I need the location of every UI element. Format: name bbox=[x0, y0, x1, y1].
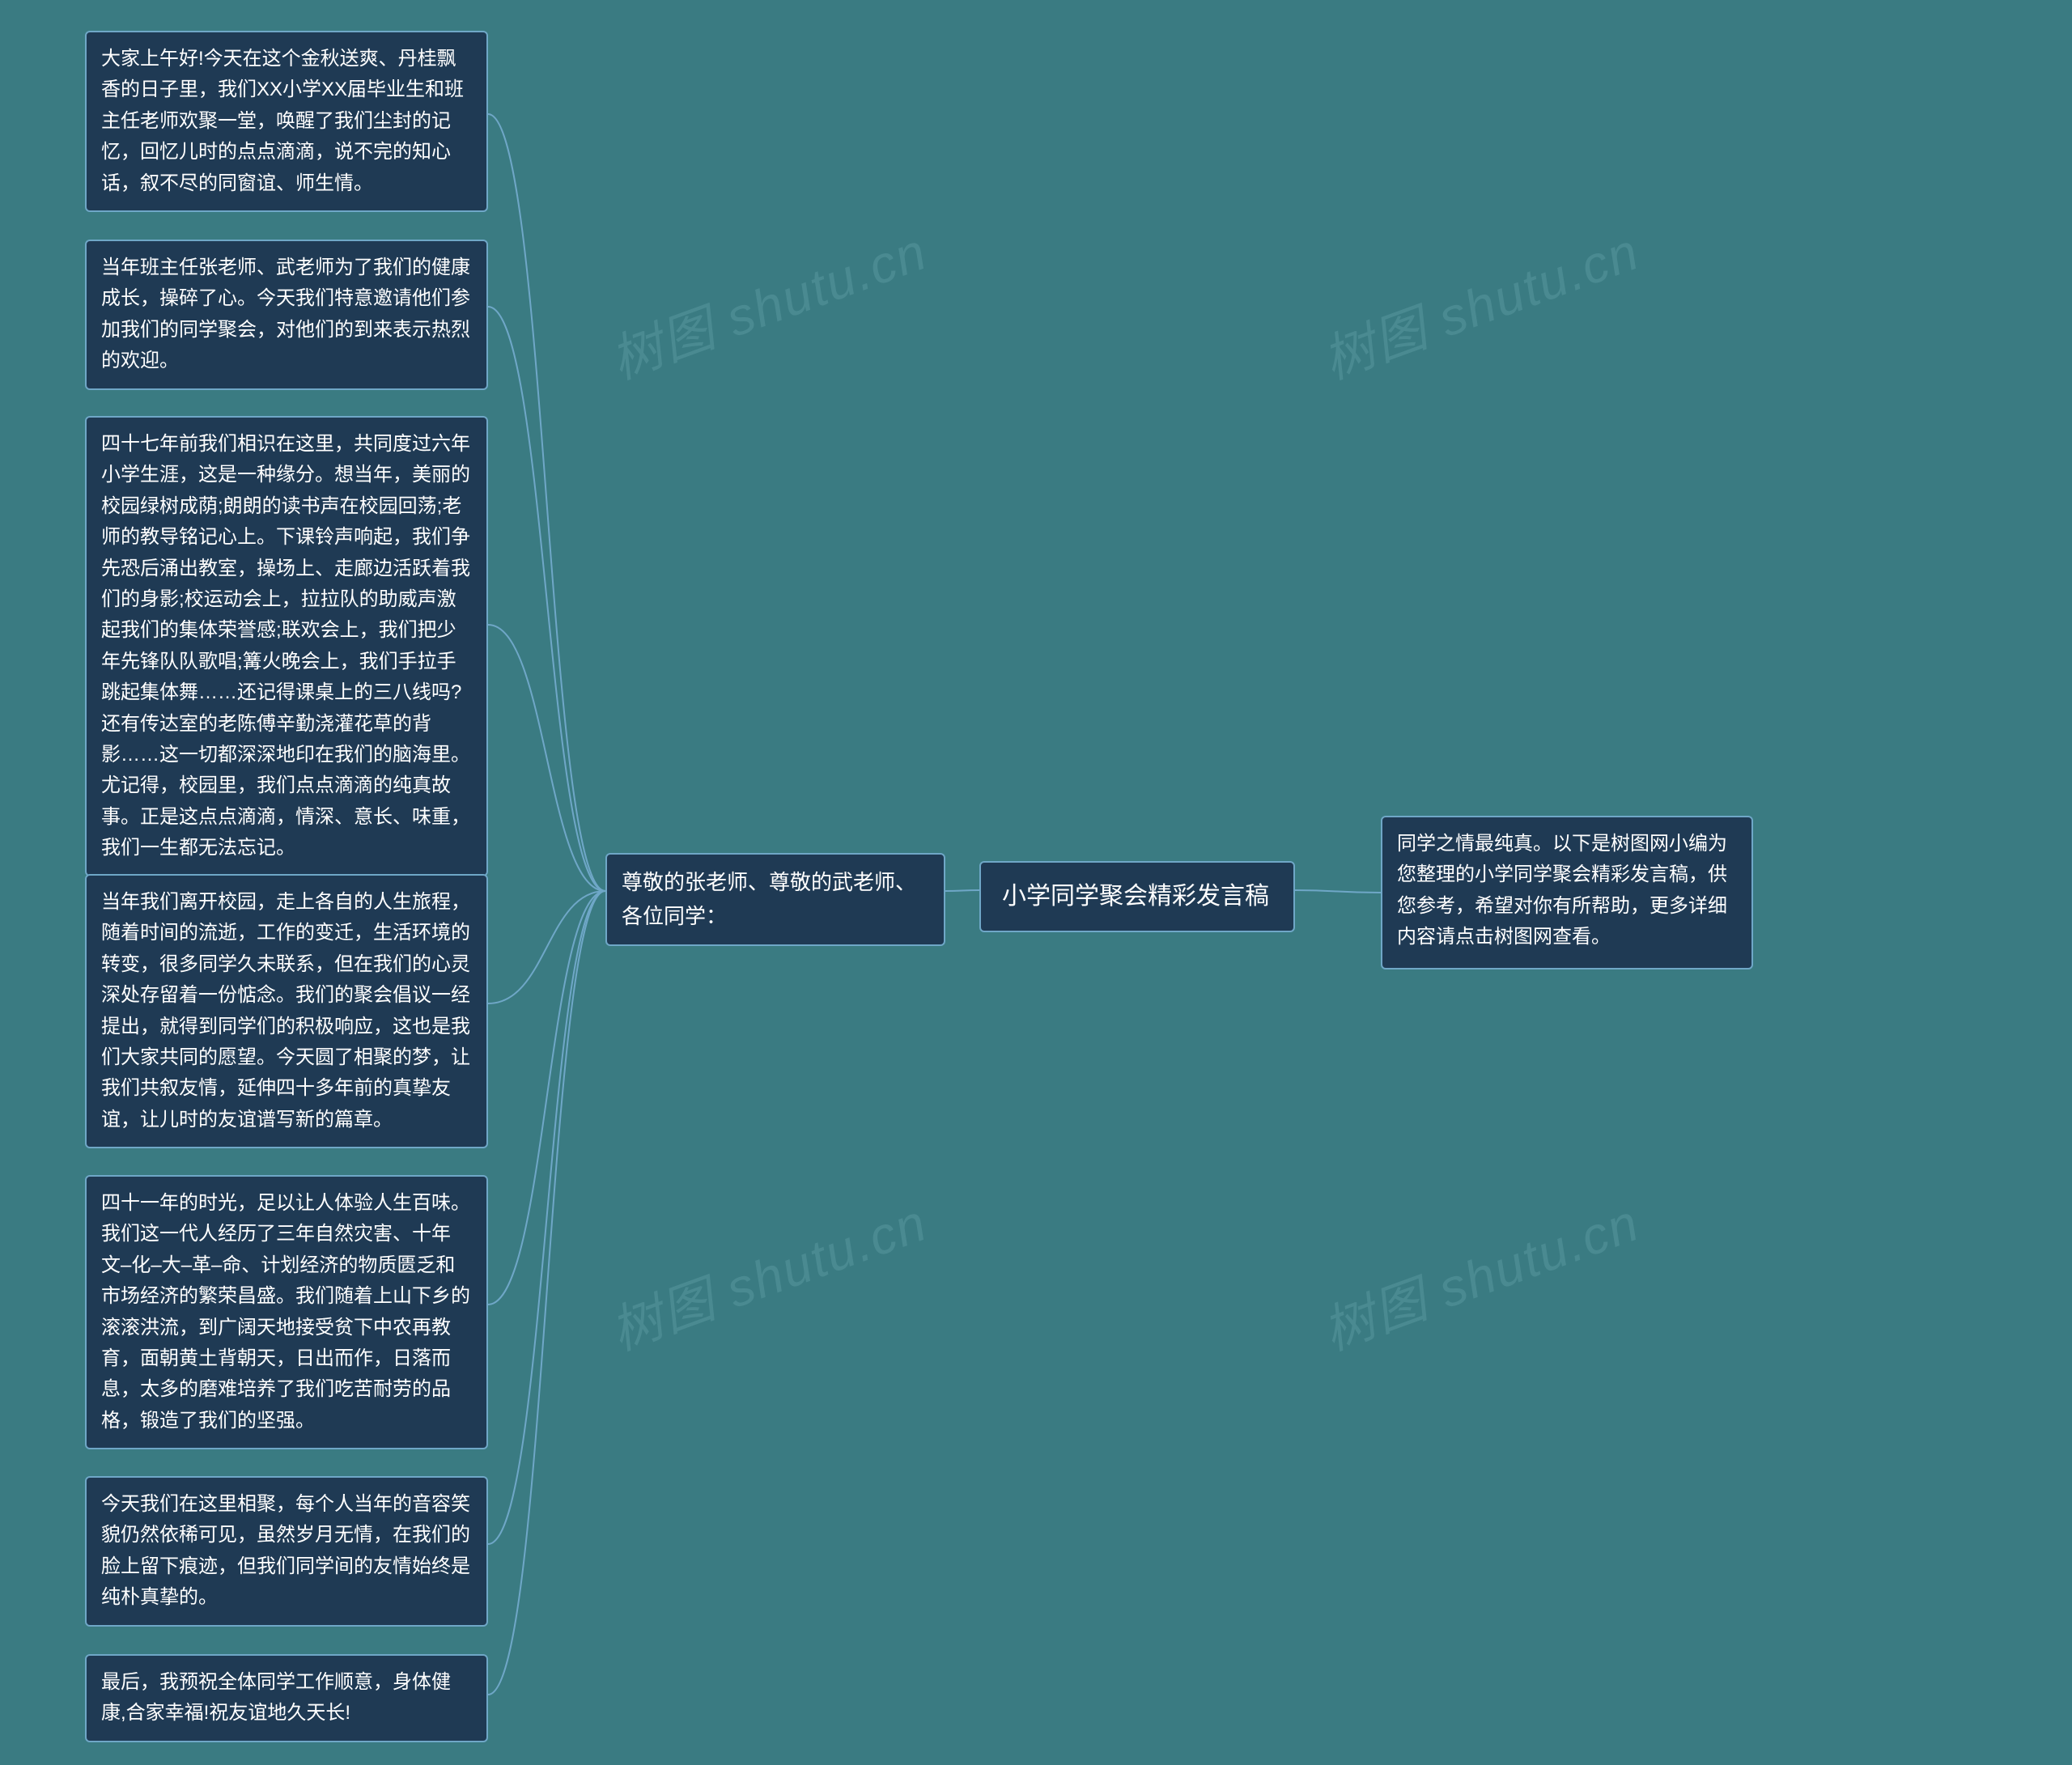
leaf-node-4[interactable]: 四十一年的时光，足以让人体验人生百味。我们这一代人经历了三年自然灾害、十年文–化… bbox=[85, 1175, 488, 1449]
leaf-node-0[interactable]: 大家上午好!今天在这个金秋送爽、丹桂飘香的日子里，我们XX小学XX届毕业生和班主… bbox=[85, 31, 488, 212]
left-mid-node[interactable]: 尊敬的张老师、尊敬的武老师、各位同学： bbox=[605, 853, 945, 946]
leaf-node-3[interactable]: 当年我们离开校园，走上各自的人生旅程，随着时间的流逝，工作的变迁，生活环境的转变… bbox=[85, 874, 488, 1148]
right-child-node-text: 同学之情最纯真。以下是树图网小编为您整理的小学同学聚会精彩发言稿，供您参考，希望… bbox=[1397, 833, 1727, 948]
right-child-node[interactable]: 同学之情最纯真。以下是树图网小编为您整理的小学同学聚会精彩发言稿，供您参考，希望… bbox=[1381, 816, 1753, 969]
watermark: 树图 shutu.cn bbox=[1311, 1182, 1648, 1365]
mindmap-canvas: 树图 shutu.cn 树图 shutu.cn 树图 shutu.cn 树图 shut… bbox=[0, 0, 2072, 1765]
root-node-text: 小学同学聚会精彩发言稿 bbox=[1002, 883, 1269, 910]
leaf-node-2-text: 四十七年前我们相识在这里，共同度过六年小学生涯，这是一种缘分。想当年，美丽的校园… bbox=[101, 433, 470, 859]
leaf-node-6-text: 最后，我预祝全体同学工作顺意，身体健康,合家幸福!祝友谊地久天长! bbox=[101, 1671, 451, 1724]
leaf-node-6[interactable]: 最后，我预祝全体同学工作顺意，身体健康,合家幸福!祝友谊地久天长! bbox=[85, 1654, 488, 1742]
leaf-node-5[interactable]: 今天我们在这里相聚，每个人当年的音容笑貌仍然依稀可见，虽然岁月无情，在我们的脸上… bbox=[85, 1476, 488, 1627]
leaf-node-0-text: 大家上午好!今天在这个金秋送爽、丹桂飘香的日子里，我们XX小学XX届毕业生和班主… bbox=[101, 48, 464, 194]
watermark: 树图 shutu.cn bbox=[599, 210, 936, 394]
root-node[interactable]: 小学同学聚会精彩发言稿 bbox=[979, 861, 1295, 932]
leaf-node-2[interactable]: 四十七年前我们相识在这里，共同度过六年小学生涯，这是一种缘分。想当年，美丽的校园… bbox=[85, 416, 488, 876]
watermark: 树图 shutu.cn bbox=[1311, 210, 1648, 394]
left-mid-node-text: 尊敬的张老师、尊敬的武老师、各位同学： bbox=[622, 870, 916, 928]
watermark: 树图 shutu.cn bbox=[599, 1182, 936, 1365]
leaf-node-1[interactable]: 当年班主任张老师、武老师为了我们的健康成长，操碎了心。今天我们特意邀请他们参加我… bbox=[85, 240, 488, 390]
leaf-node-1-text: 当年班主任张老师、武老师为了我们的健康成长，操碎了心。今天我们特意邀请他们参加我… bbox=[101, 257, 470, 371]
leaf-node-4-text: 四十一年的时光，足以让人体验人生百味。我们这一代人经历了三年自然灾害、十年文–化… bbox=[101, 1192, 470, 1432]
leaf-node-5-text: 今天我们在这里相聚，每个人当年的音容笑貌仍然依稀可见，虽然岁月无情，在我们的脸上… bbox=[101, 1493, 470, 1608]
leaf-node-3-text: 当年我们离开校园，走上各自的人生旅程，随着时间的流逝，工作的变迁，生活环境的转变… bbox=[101, 891, 470, 1131]
